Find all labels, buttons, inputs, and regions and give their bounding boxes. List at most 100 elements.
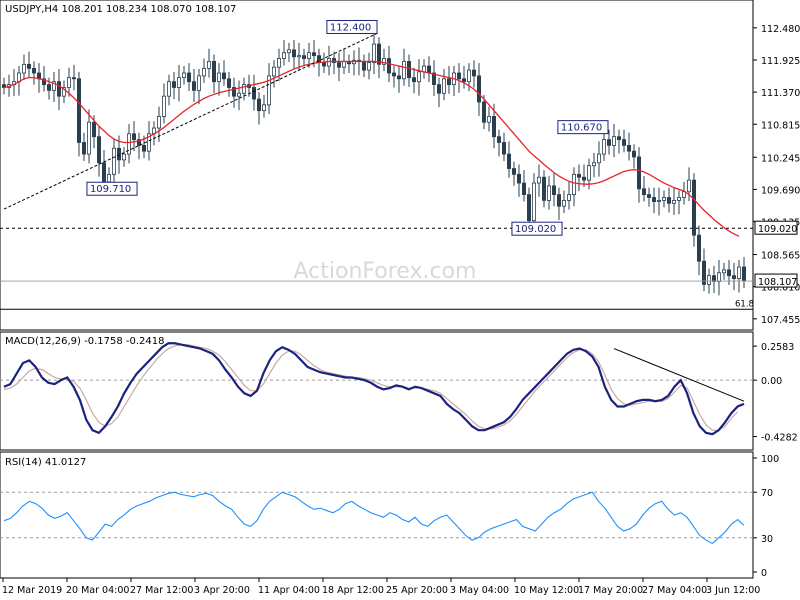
- x-tick-label: 27 Mar 12:00: [130, 585, 193, 596]
- candle-body: [211, 61, 216, 83]
- candle-body: [47, 84, 52, 91]
- candle-body: [537, 176, 542, 184]
- x-tick-label: 11 Apr 04:00: [258, 585, 320, 596]
- price-candles: [2, 31, 747, 296]
- candle-body: [281, 52, 286, 59]
- candle-body: [191, 81, 196, 91]
- candle-body: [156, 116, 161, 129]
- candle-body: [426, 65, 431, 74]
- candle-body: [657, 199, 662, 202]
- candle-body: [632, 150, 637, 158]
- candle-body: [522, 182, 527, 196]
- candle-body: [256, 98, 261, 112]
- candle-body: [141, 144, 146, 152]
- candle-body: [697, 234, 702, 262]
- candle-body: [276, 58, 281, 68]
- price-annotation-box: [557, 120, 609, 135]
- candle-body: [567, 194, 572, 201]
- candle-body: [146, 133, 151, 152]
- uptrend-line: [3, 32, 380, 210]
- candle-body: [501, 142, 506, 155]
- candle-body: [306, 52, 311, 59]
- candle-body: [261, 104, 266, 112]
- candle-body: [2, 84, 7, 88]
- price-y-tick-label: 112.480: [761, 24, 800, 35]
- price-tag-box: [754, 273, 798, 288]
- candle-body: [361, 61, 366, 71]
- candle-body: [607, 139, 612, 146]
- candle-body: [122, 153, 127, 161]
- candle-body: [506, 153, 511, 169]
- candle-body: [176, 77, 181, 88]
- candle-body: [107, 173, 112, 183]
- candle-body: [21, 63, 26, 74]
- candle-body: [181, 72, 186, 79]
- candle-body: [667, 197, 672, 204]
- x-tick-label: 18 Apr 12:00: [322, 585, 384, 596]
- candle-body: [662, 197, 667, 201]
- candle-body: [517, 173, 522, 184]
- candle-body: [117, 147, 122, 161]
- price-panel-title: USDJPY,H4 108.201 108.234 108.070 108.10…: [5, 4, 236, 15]
- candle-body: [381, 58, 386, 65]
- candle-body: [171, 81, 176, 88]
- candle-body: [446, 78, 451, 85]
- rsi-layer: 100 70 30 0: [0, 454, 779, 579]
- candle-body: [72, 77, 77, 80]
- candle-body: [542, 176, 547, 201]
- candle-body: [326, 58, 331, 67]
- candle-body: [562, 199, 567, 207]
- candle-body: [642, 188, 647, 196]
- price-annotation-label: 110.670: [561, 123, 602, 134]
- rsi-y-tick-label: 30: [761, 534, 773, 545]
- candle-body: [62, 87, 67, 97]
- candle-body: [271, 66, 276, 77]
- candle-body: [617, 136, 622, 140]
- x-tick-label: 25 Apr 20:00: [386, 585, 448, 596]
- candle-body: [341, 61, 346, 68]
- candle-body: [557, 194, 562, 207]
- moving-average-line: [3, 60, 740, 237]
- candle-body: [216, 72, 221, 83]
- candle-body: [476, 75, 481, 103]
- candle-body: [161, 95, 166, 117]
- price-y-tick-label: 111.370: [761, 88, 800, 99]
- macd-trendline: [613, 348, 745, 402]
- candle-body: [552, 185, 557, 196]
- macd-panel-frame: [0, 331, 754, 451]
- candle-body: [486, 116, 491, 123]
- price-y-tick-label: 108.010: [761, 283, 800, 294]
- price-y-tick-label: 109.690: [761, 185, 800, 196]
- price-tag-box: [754, 220, 798, 235]
- price-y-tick-label: 107.455: [761, 315, 800, 326]
- candle-body: [481, 101, 486, 123]
- macd-y-tick-label: -0.4282: [761, 433, 798, 444]
- candle-body: [376, 43, 381, 65]
- candle-body: [677, 197, 682, 201]
- candle-body: [87, 121, 92, 155]
- candle-body: [112, 147, 117, 175]
- candle-body: [612, 136, 617, 146]
- macd-y-tick-label: 0.00: [761, 376, 782, 387]
- candle-body: [391, 72, 396, 77]
- candle-body: [471, 69, 476, 77]
- x-tick-label: 17 May 20:00: [578, 585, 643, 596]
- candle-body: [436, 84, 441, 94]
- candle-body: [692, 179, 697, 236]
- price-annotation-box: [326, 19, 378, 34]
- candle-body: [92, 121, 97, 138]
- price-y-tick-label: 110.815: [761, 120, 800, 131]
- candle-body: [231, 87, 236, 97]
- fib-level-label: 61.8: [735, 299, 754, 309]
- candle-body: [602, 139, 607, 155]
- candle-body: [57, 81, 62, 97]
- macd-y-tick-label: 0.2583: [761, 342, 794, 353]
- candle-body: [742, 266, 747, 282]
- candle-body: [321, 62, 326, 67]
- candle-body: [466, 69, 471, 83]
- candle-body: [127, 133, 132, 155]
- price-tag-label: 109.020: [758, 224, 797, 235]
- price-annotation-label: 109.710: [90, 184, 131, 195]
- candle-body: [652, 197, 657, 202]
